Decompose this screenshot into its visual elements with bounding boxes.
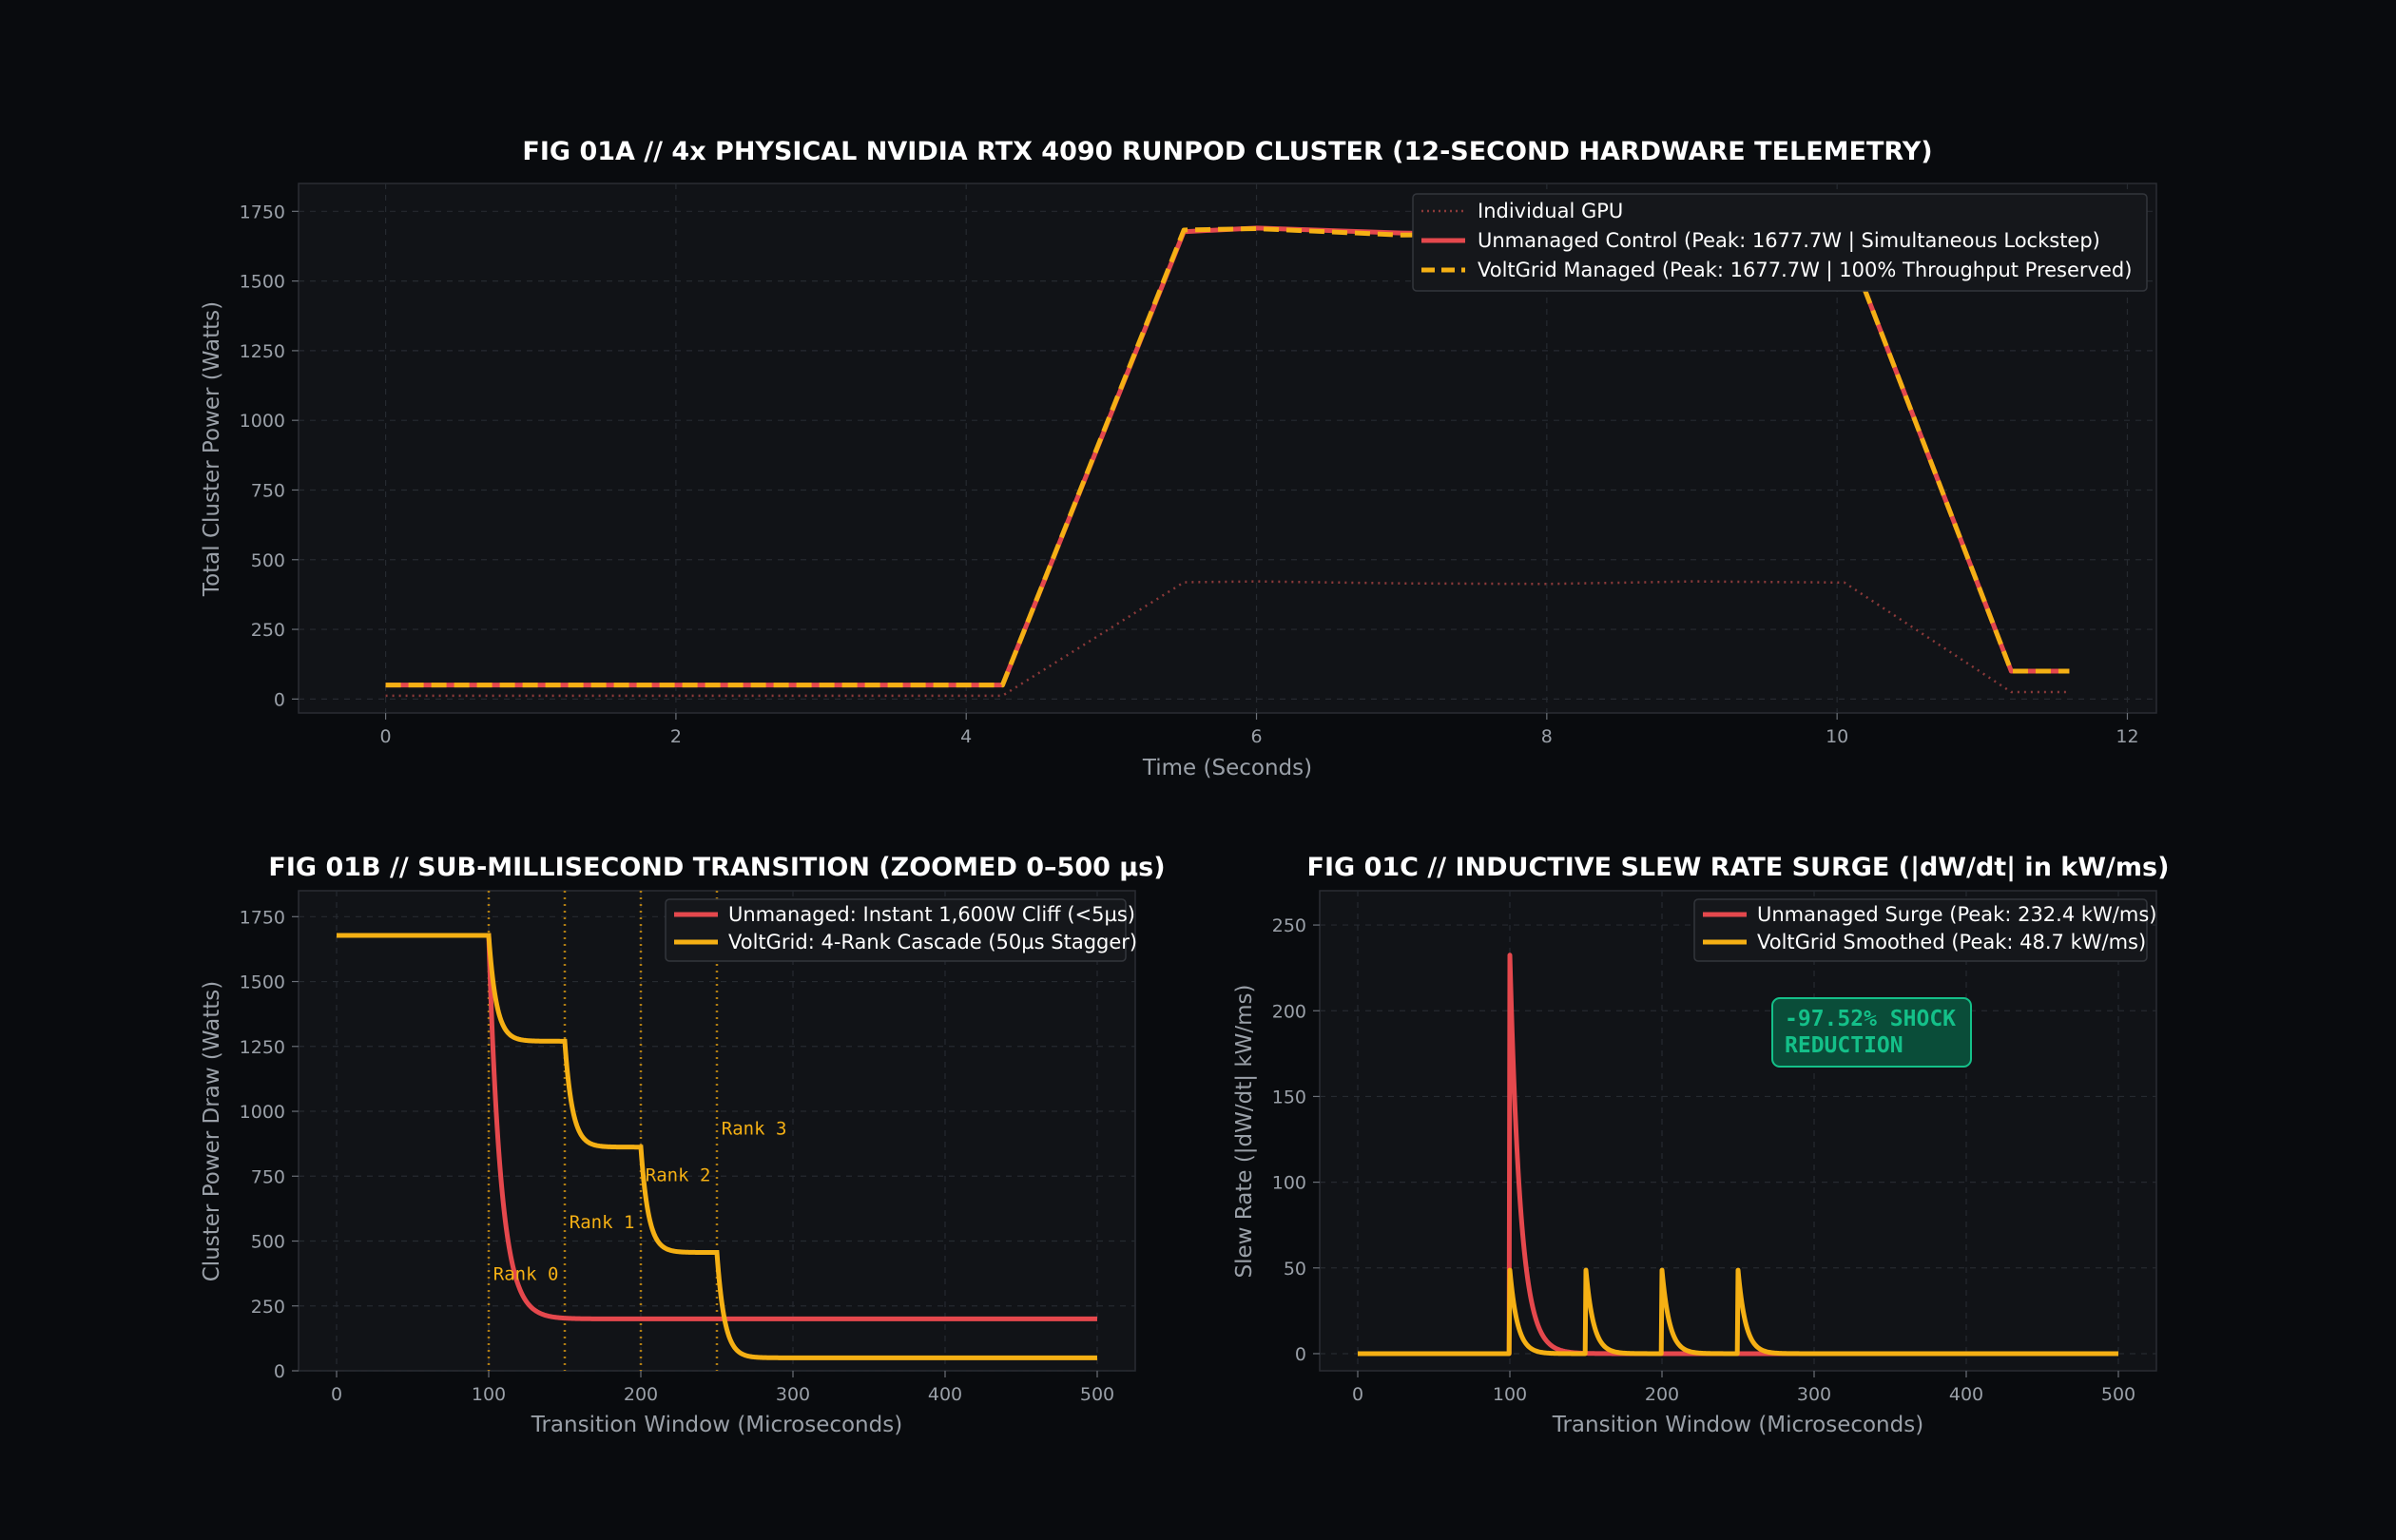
legend-label-voltgrid-cascade: VoltGrid: 4-Rank Cascade (50µs Stagger)	[728, 931, 1137, 953]
y-tick-label: 100	[1272, 1173, 1306, 1194]
shock-reduction-line-1: -97.52% SHOCK	[1785, 1007, 1956, 1031]
x-tick-label: 4	[960, 726, 972, 747]
y-tick-label: 150	[1272, 1087, 1306, 1107]
y-tick-label: 1500	[240, 972, 285, 993]
rank-annotations-b: Rank 0 Rank 1 Rank 2 Rank 3	[493, 1119, 787, 1285]
chart-panel-c: FIG 01C // INDUCTIVE SLEW RATE SURGE (|d…	[1232, 853, 2169, 1437]
x-tick-label: 0	[380, 726, 392, 747]
x-tick-label: 400	[1949, 1384, 1983, 1405]
legend-c: Unmanaged Surge (Peak: 232.4 kW/ms) Volt…	[1693, 898, 2156, 962]
y-axis-label-c: Slew Rate (|dW/dt| kW/ms)	[1232, 985, 1257, 1279]
y-tick-label: 0	[274, 1361, 285, 1382]
y-tick-label: 250	[251, 1297, 285, 1318]
legend-label-unmanaged-cliff: Unmanaged: Instant 1,600W Cliff (<5µs)	[728, 903, 1135, 926]
x-tick-label: 2	[670, 726, 682, 747]
x-tick-label: 100	[472, 1384, 506, 1405]
legend-b: Unmanaged: Instant 1,600W Cliff (<5µs) V…	[665, 898, 1137, 962]
x-axis-label-c: Transition Window (Microseconds)	[1552, 1413, 1923, 1437]
ticks-c: 0 100 200 300 400 500 0 50 100 150 200 250	[1272, 915, 2135, 1405]
chart-title-a: FIG 01A // 4x PHYSICAL NVIDIA RTX 4090 R…	[522, 137, 1932, 166]
ticks-b: 0 100 200 300 400 500 0 250 500 750 1000 1250 1500 17…	[240, 907, 1114, 1405]
series-line-voltgrid-cascade	[337, 933, 1097, 1360]
legend-label-voltgrid-managed: VoltGrid Managed (Peak: 1677.7W | 100% T…	[1478, 259, 2132, 282]
chart-title-c: FIG 01C // INDUCTIVE SLEW RATE SURGE (|d…	[1307, 853, 2170, 882]
y-tick-label: 1250	[240, 1037, 285, 1058]
y-tick-label: 0	[274, 689, 285, 710]
shock-reduction-box	[1771, 997, 1972, 1068]
x-tick-label: 500	[1080, 1384, 1114, 1405]
y-tick-label: 1000	[240, 1102, 285, 1123]
ticks-a: 0 2 4 6 8 10 12 0 250 500 750 1000 1250 1500 1750	[240, 202, 2139, 747]
rank-label: Rank 2	[646, 1165, 711, 1186]
legend-label-unmanaged-control: Unmanaged Control (Peak: 1677.7W | Simul…	[1478, 229, 2100, 253]
shock-reduction-line-2: REDUCTION	[1785, 1033, 1903, 1058]
y-axis-label-b: Cluster Power Draw (Watts)	[200, 981, 224, 1282]
series-line-voltgrid-smoothed	[1356, 1267, 2120, 1357]
series-c	[1356, 953, 2120, 1357]
chart-panel-a: FIG 01A // 4x PHYSICAL NVIDIA RTX 4090 R…	[200, 137, 2157, 780]
x-tick-label: 8	[1541, 726, 1553, 747]
x-tick-label: 200	[624, 1384, 658, 1405]
legend-a: Individual GPU Unmanaged Control (Peak: …	[1412, 193, 2148, 292]
rank-label: Rank 3	[722, 1119, 787, 1140]
y-tick-label: 1250	[240, 341, 285, 362]
legend-label-voltgrid-smoothed: VoltGrid Smoothed (Peak: 48.7 kW/ms)	[1757, 931, 2146, 953]
y-tick-label: 750	[251, 1166, 285, 1187]
y-tick-label: 1000	[240, 411, 285, 432]
x-tick-label: 500	[2101, 1384, 2135, 1405]
y-tick-label: 750	[251, 480, 285, 501]
y-tick-label: 250	[1272, 915, 1306, 936]
legend-box-c	[1693, 898, 2148, 962]
chart-panel-b: FIG 01B // SUB-MILLISECOND TRANSITION (Z…	[200, 853, 1166, 1437]
series-line-individual-gpu	[385, 580, 2070, 698]
y-tick-label: 50	[1284, 1259, 1306, 1280]
y-axis-label-a: Total Cluster Power (Watts)	[200, 301, 224, 597]
x-tick-label: 0	[331, 1384, 342, 1405]
x-tick-label: 10	[1826, 726, 1848, 747]
y-tick-label: 1500	[240, 272, 285, 293]
y-tick-label: 200	[1272, 1001, 1306, 1022]
x-axis-label-a: Time (Seconds)	[1142, 756, 1312, 780]
y-tick-label: 1750	[240, 907, 285, 928]
y-tick-label: 250	[251, 620, 285, 641]
x-tick-label: 300	[776, 1384, 810, 1405]
x-tick-label: 100	[1493, 1384, 1527, 1405]
grid-a	[299, 183, 2156, 713]
series-b	[337, 933, 1097, 1360]
y-tick-label: 500	[251, 550, 285, 571]
x-tick-label: 0	[1352, 1384, 1363, 1405]
shock-reduction-callout: -97.52% SHOCK REDUCTION	[1771, 997, 1972, 1068]
legend-label-unmanaged-surge: Unmanaged Surge (Peak: 232.4 kW/ms)	[1757, 903, 2156, 926]
legend-box-a	[1412, 193, 2148, 292]
legend-label-individual-gpu: Individual GPU	[1478, 200, 1623, 222]
y-tick-label: 0	[1295, 1344, 1306, 1365]
y-tick-label: 500	[251, 1232, 285, 1253]
x-tick-label: 400	[928, 1384, 962, 1405]
x-tick-label: 200	[1645, 1384, 1679, 1405]
y-tick-label: 1750	[240, 202, 285, 222]
x-tick-label: 12	[2116, 726, 2138, 747]
x-tick-label: 300	[1797, 1384, 1831, 1405]
chart-title-b: FIG 01B // SUB-MILLISECOND TRANSITION (Z…	[268, 853, 1165, 882]
x-axis-label-b: Transition Window (Microseconds)	[531, 1413, 902, 1437]
legend-box-b	[665, 898, 1127, 962]
rank-label: Rank 0	[493, 1263, 559, 1284]
rank-label: Rank 1	[570, 1212, 635, 1233]
x-tick-label: 6	[1250, 726, 1262, 747]
